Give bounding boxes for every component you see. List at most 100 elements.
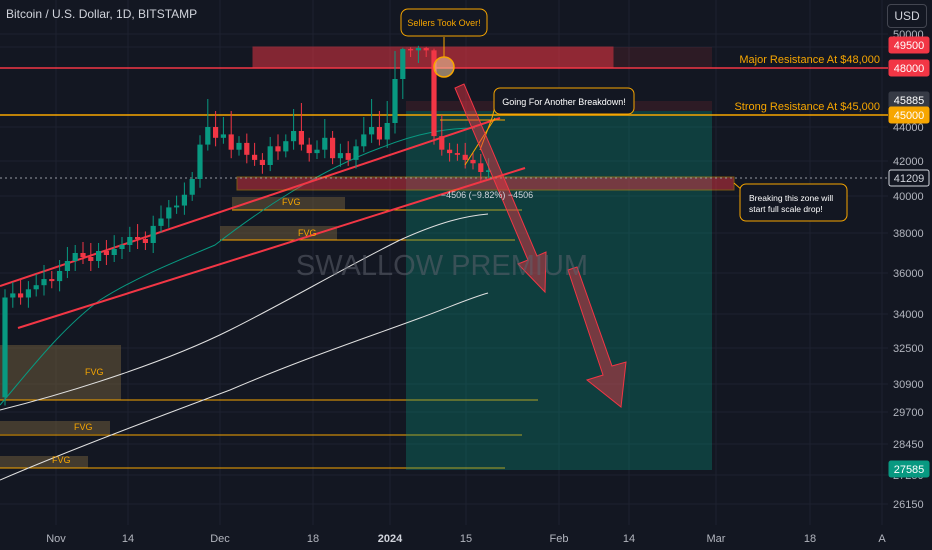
candle-body <box>197 144 203 179</box>
target-zone <box>406 111 712 470</box>
price-tick: 40000 <box>893 191 924 203</box>
time-tick: Nov <box>46 533 66 545</box>
zone-note-line-2: start full scale drop! <box>749 204 823 214</box>
breakdown-label: Going For Another Breakdown! <box>502 97 626 107</box>
candle-body <box>150 225 156 243</box>
zone-callout: Breaking this zone will start full scale… <box>733 182 848 222</box>
candle-body <box>103 251 109 255</box>
candle-body <box>96 251 102 261</box>
candle-body <box>431 50 437 137</box>
candle-body <box>10 293 16 298</box>
price-tag-value: 45000 <box>894 110 925 122</box>
candle-body <box>392 79 398 123</box>
candle-body <box>33 285 39 290</box>
ma-100 <box>0 213 489 411</box>
fvg-zone <box>232 197 345 210</box>
time-tick: 14 <box>623 533 635 545</box>
price-tick: 42000 <box>893 156 924 168</box>
price-tick: 38000 <box>893 228 924 240</box>
time-axis[interactable]: Nov 14 Dec 18 2024 15 Feb 14 Mar 18 A <box>46 533 886 545</box>
price-tag-box <box>888 460 930 478</box>
candle-body <box>252 154 258 160</box>
candle-body <box>369 127 375 135</box>
candle-body <box>111 249 117 255</box>
price-tag-value: 49500 <box>894 40 925 52</box>
candle-body <box>415 48 421 51</box>
price-tick: 29700 <box>893 407 924 419</box>
candle-body <box>447 149 453 154</box>
sellers-callout: Sellers Took Over! <box>400 8 488 37</box>
candle-body <box>314 149 320 154</box>
fvg-lines <box>0 209 538 469</box>
candle-body <box>88 257 94 261</box>
candle-body <box>454 153 460 155</box>
price-tick: 36000 <box>893 268 924 280</box>
fvg-zone <box>0 345 121 400</box>
candle-body <box>275 146 281 152</box>
zone-note-line-1: Breaking this zone will <box>749 193 833 203</box>
candle-body <box>345 153 351 160</box>
fvg-zones <box>0 197 345 468</box>
candle-body <box>322 137 328 150</box>
price-tick: 34000 <box>893 309 924 321</box>
candle-body <box>306 144 312 154</box>
price-tag-value: 27585 <box>894 464 925 476</box>
candle-body <box>439 136 445 150</box>
candle-body <box>283 141 289 152</box>
candle-body <box>236 142 242 150</box>
price-tick: 30900 <box>893 379 924 391</box>
price-tag: 45000 <box>888 106 930 124</box>
chart-title: Bitcoin / U.S. Dollar, 1D, BITSTAMP <box>6 7 198 21</box>
ma-200 <box>0 292 489 481</box>
price-tag: 48000 <box>888 59 930 77</box>
breakdown-callout: Going For Another Breakdown! <box>493 87 635 115</box>
time-tick: 18 <box>804 533 816 545</box>
currency-button[interactable]: USD <box>887 4 927 28</box>
time-tick: 2024 <box>378 533 403 545</box>
candle-body <box>408 49 414 51</box>
price-tick: 44000 <box>893 122 924 134</box>
resistance-shade <box>406 47 712 68</box>
fvg-label: FVG <box>85 367 104 377</box>
time-tick: Mar <box>707 533 726 545</box>
candle-body <box>41 279 47 286</box>
candle-body <box>267 146 273 165</box>
candle-body <box>291 131 297 142</box>
candle-body <box>376 127 382 140</box>
ma-50 <box>0 127 476 406</box>
candle-body <box>2 297 8 398</box>
price-tag-value: 48000 <box>894 63 925 75</box>
candle-body <box>298 131 304 145</box>
candle-body <box>64 261 70 271</box>
candle-body <box>384 123 390 140</box>
candle-body <box>220 134 226 138</box>
candle-body <box>158 218 164 226</box>
candle-body <box>119 245 125 249</box>
candle-body <box>400 49 406 79</box>
candle-body <box>49 279 55 282</box>
short-position-tool[interactable] <box>406 101 712 470</box>
price-tag: 45885 <box>888 91 930 109</box>
candle-body <box>18 293 24 298</box>
grid-lines <box>0 0 888 525</box>
strong-resistance-label: Strong Resistance At $45,000 <box>734 101 880 113</box>
candle-body <box>25 289 31 298</box>
watermark: SWALLOW PREMIUM <box>296 250 588 282</box>
fvg-label: FVG <box>52 455 71 465</box>
sellers-label: Sellers Took Over! <box>407 18 480 28</box>
price-tag-value: 41209 <box>894 173 925 185</box>
fvg-label: FVG <box>282 197 301 207</box>
candle-body <box>205 127 211 145</box>
price-tags: 49500 48000 45885 45000 41209 27585 <box>888 36 930 478</box>
candle-body <box>423 48 429 51</box>
time-tick: Dec <box>210 533 230 545</box>
price-tag-box <box>888 169 930 187</box>
candle-body <box>135 237 141 239</box>
candle-body <box>470 159 476 164</box>
candle-body <box>228 134 234 150</box>
candle-body <box>213 127 219 138</box>
price-tag-value: 45885 <box>894 95 925 107</box>
price-tick: 28450 <box>893 439 924 451</box>
price-tag: 49500 <box>888 36 930 54</box>
